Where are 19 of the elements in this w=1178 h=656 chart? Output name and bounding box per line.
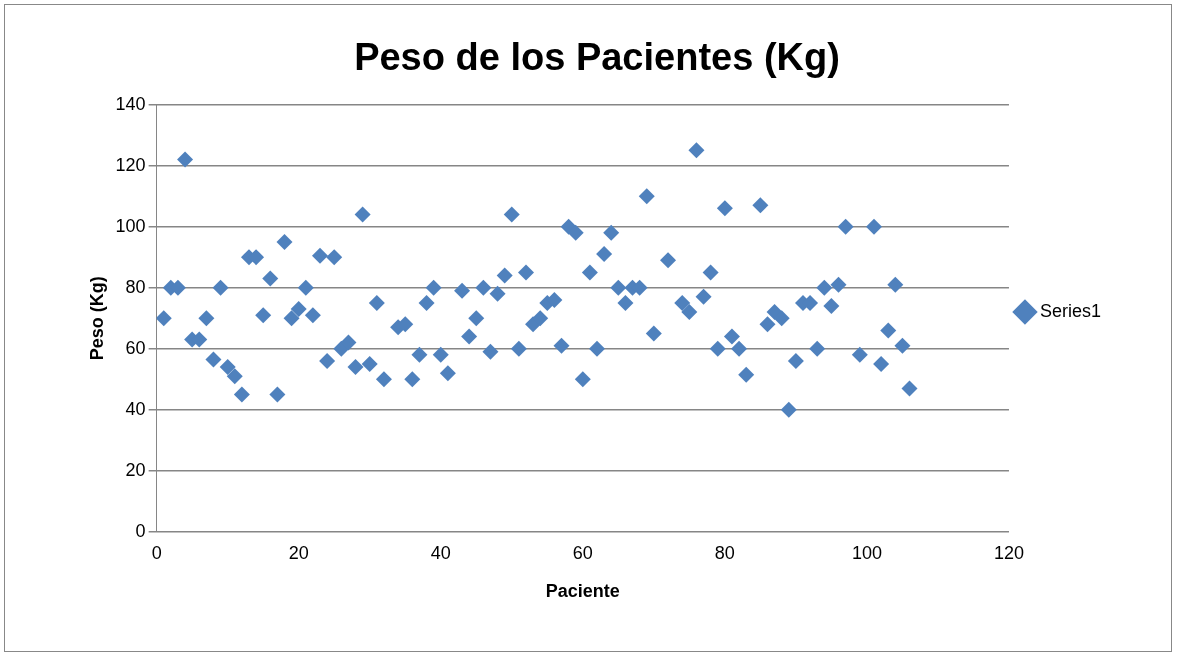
x-axis-title: Paciente (545, 581, 620, 602)
y-tick-label: 0 (135, 520, 146, 541)
legend-label: Series1 (1039, 300, 1101, 321)
y-axis-title: Peso (Kg) (86, 276, 107, 361)
x-tick-label: 40 (430, 542, 451, 563)
y-tick-label: 140 (115, 93, 146, 114)
y-tick-label: 80 (125, 276, 146, 297)
x-tick-label: 0 (151, 542, 162, 563)
x-tick-label: 20 (288, 542, 309, 563)
chart-title: Peso de los Pacientes (Kg) (354, 36, 840, 79)
y-tick-label: 20 (125, 459, 146, 480)
x-tick-label: 100 (851, 542, 882, 563)
y-tick-label: 60 (125, 337, 146, 358)
y-tick-label: 120 (115, 154, 146, 175)
x-tick-label: 80 (714, 542, 735, 563)
y-tick-label: 100 (115, 215, 146, 236)
y-tick-label: 40 (125, 398, 146, 419)
x-tick-label: 60 (572, 542, 593, 563)
x-tick-label: 120 (993, 542, 1024, 563)
